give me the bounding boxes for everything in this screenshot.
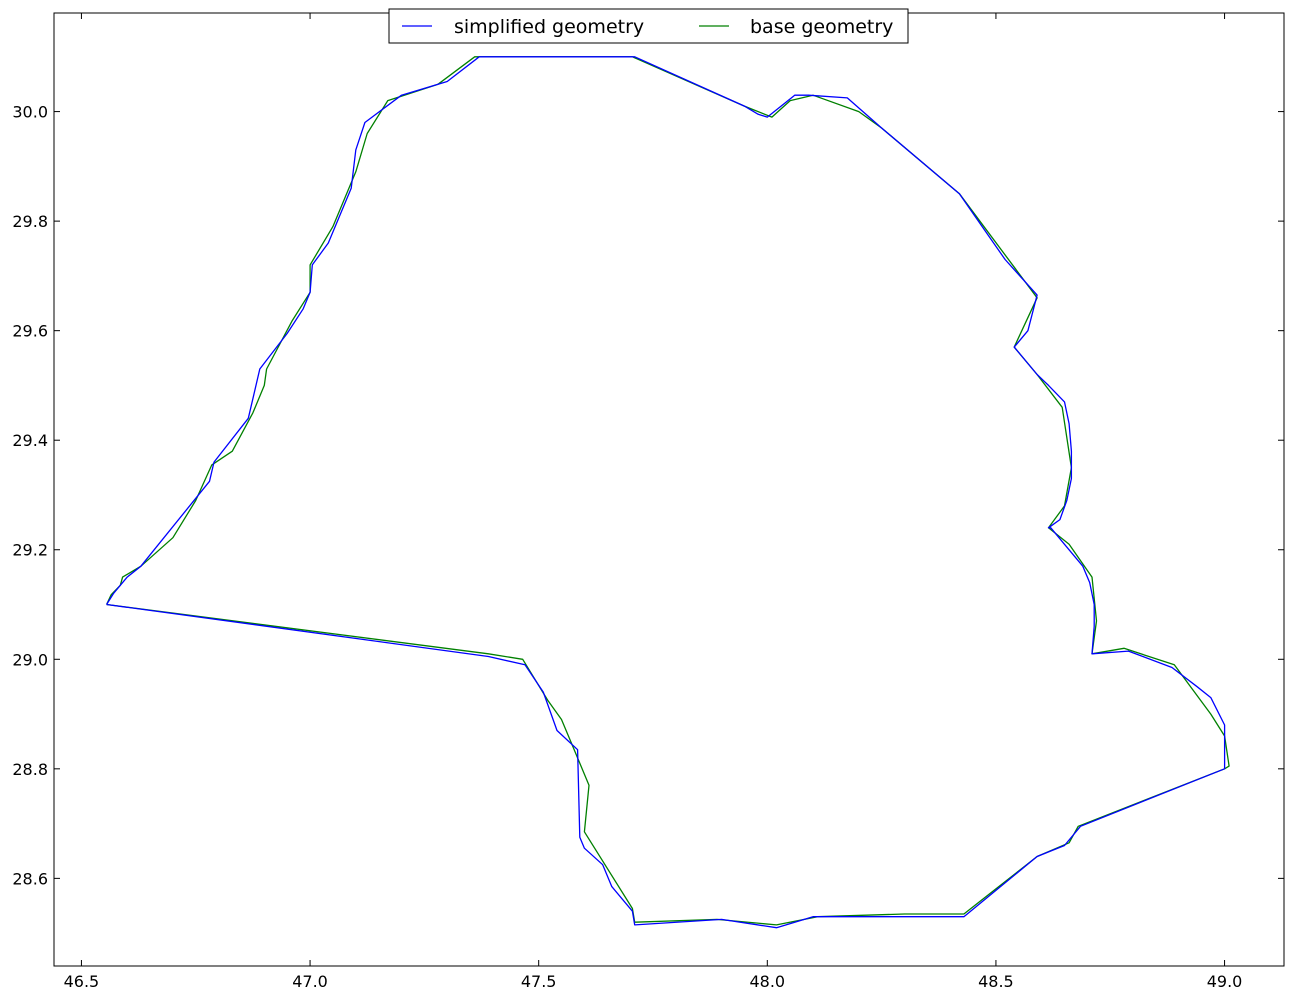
legend: simplified geometry base geometry xyxy=(388,8,909,44)
series-layer xyxy=(106,56,1230,929)
x-tick-label: 46.5 xyxy=(64,972,100,991)
y-tick-label: 29.6 xyxy=(12,322,48,341)
legend-label-simplified: simplified geometry xyxy=(454,16,644,38)
y-tick-label: 29.8 xyxy=(12,212,48,231)
x-tick-label: 49.0 xyxy=(1207,972,1243,991)
series-line-simplified-geometry xyxy=(106,56,1226,929)
legend-label-base: base geometry xyxy=(750,16,893,38)
plot-area xyxy=(54,13,1284,966)
legend-box xyxy=(388,8,909,44)
x-tick-label: 47.5 xyxy=(521,972,557,991)
x-tick-label: 48.0 xyxy=(749,972,785,991)
x-tick-label: 48.5 xyxy=(978,972,1014,991)
y-tick-label: 28.8 xyxy=(12,760,48,779)
y-tick-label: 29.4 xyxy=(12,431,48,450)
x-tick-label: 47.0 xyxy=(292,972,328,991)
y-tick-label: 29.0 xyxy=(12,650,48,669)
ticks-layer: 46.5 47.0 47.5 48.0 48.5 49.0 28.6 28.8 29.0 29.2… xyxy=(12,13,1284,991)
y-tick-label: 29.2 xyxy=(12,541,48,560)
y-tick-label: 30.0 xyxy=(12,103,48,122)
y-tick-label: 28.6 xyxy=(12,869,48,888)
